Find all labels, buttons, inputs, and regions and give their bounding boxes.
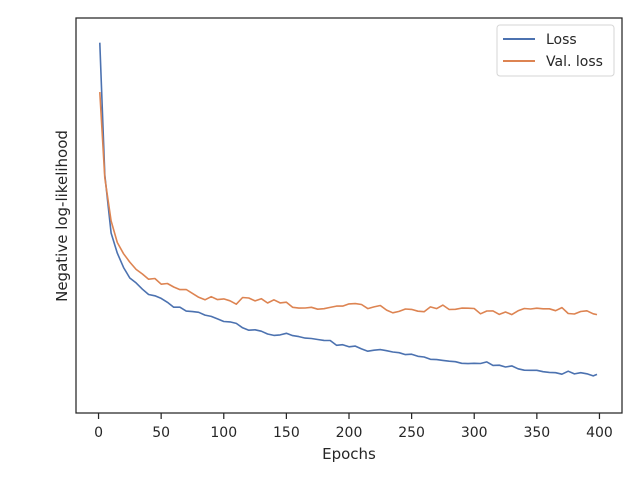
legend-label-val-loss: Val. loss: [546, 54, 603, 70]
legend-label-loss: Loss: [546, 32, 577, 48]
series-line-loss: [99, 42, 598, 377]
x-tick-label: 0: [94, 425, 103, 441]
x-axis-label: Epochs: [322, 445, 376, 463]
series-line-val-loss: [99, 92, 598, 316]
legend: Loss Val. loss: [496, 24, 615, 77]
series-layer: [99, 42, 598, 377]
x-tick-label: 300: [461, 425, 488, 441]
x-tick-label: 100: [210, 425, 237, 441]
x-tick-label: 250: [398, 425, 425, 441]
x-tick-label: 350: [523, 425, 550, 441]
legend-box: [496, 24, 615, 77]
x-axis-ticks: 0 50 100 150 200 250 300 350 400: [94, 413, 613, 441]
x-tick-label: 400: [586, 425, 613, 441]
y-axis-label: Negative log-likelihood: [53, 130, 71, 302]
x-tick-label: 50: [152, 425, 170, 441]
x-tick-label: 150: [273, 425, 300, 441]
x-tick-label: 200: [336, 425, 363, 441]
